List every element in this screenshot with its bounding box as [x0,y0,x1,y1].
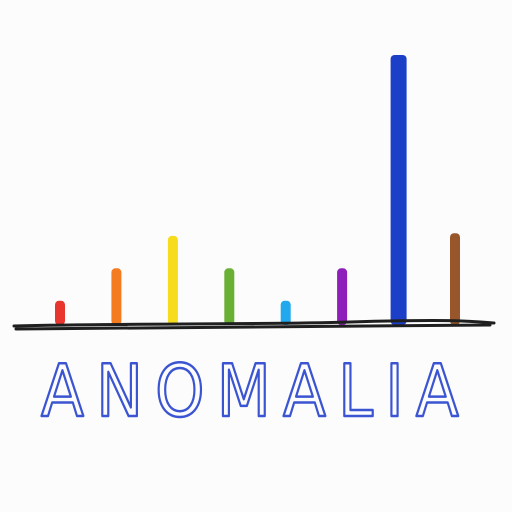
bar-3 [167,235,178,325]
bar-8 [450,233,460,325]
bar-1 [55,300,65,325]
bar-5 [280,300,291,325]
bar-7 [390,55,407,325]
bar-6 [337,268,348,325]
chart-title: ANOMALIA [41,349,471,433]
x-axis-baseline [12,318,496,331]
bar-4 [224,268,235,325]
bar-2 [111,268,122,325]
bars-group [55,55,460,325]
